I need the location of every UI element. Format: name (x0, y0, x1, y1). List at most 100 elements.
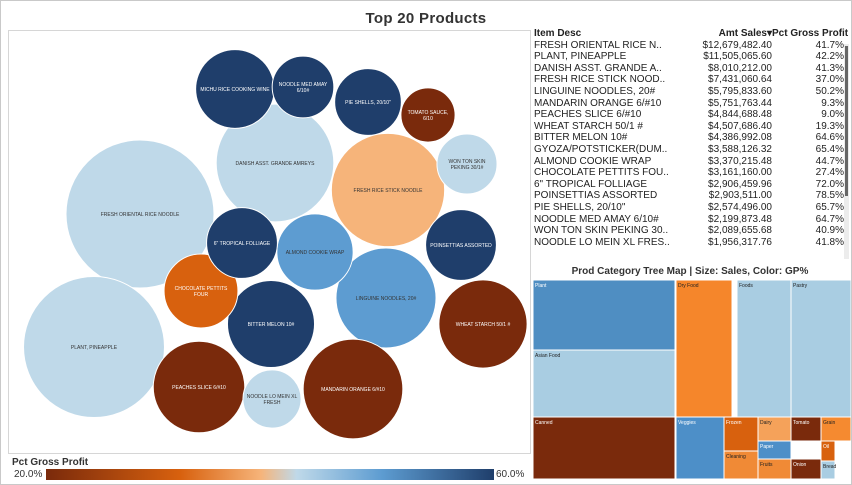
table-row[interactable]: 6" TROPICAL FOLLIAGE $2,906,459.96 72.0% (534, 179, 846, 191)
table-row[interactable]: NOODLE LO MEIN XL FRES.. $1,956,317.76 41.… (534, 237, 846, 249)
amt-sales-cell: $1,956,317.76 (708, 236, 772, 248)
treemap-tile[interactable] (736, 280, 792, 418)
treemap-tile[interactable] (675, 416, 725, 479)
treemap-label: Plant (535, 283, 547, 289)
table-row[interactable]: PEACHES SLICE 6/#10 $4,844,688.48 9.0% (534, 109, 846, 121)
bubble-mark[interactable] (400, 87, 456, 143)
treemap-label: Tomato (793, 420, 810, 426)
bubble-mark[interactable] (163, 253, 239, 329)
treemap-tile[interactable] (790, 280, 851, 418)
treemap-label: Veggies (678, 420, 696, 426)
bubble-mark[interactable] (215, 103, 335, 223)
treemap-tile[interactable] (820, 416, 851, 442)
table-row[interactable]: NOODLE MED AMAY 6/10# $2,199,873.48 64.7% (534, 214, 846, 226)
bubble-mark[interactable] (436, 133, 498, 195)
legend-min-label: 20.0% (14, 469, 43, 480)
pct-gp-cell: 27.4% (815, 167, 844, 179)
treemap-label: Paper (760, 444, 774, 450)
item-desc-cell: LINGUINE NOODLES, 20# (534, 85, 656, 97)
table-row[interactable]: PLANT, PINEAPPLE $11,505,065.60 42.2% (534, 51, 846, 63)
bubble-mark[interactable] (65, 139, 215, 289)
item-desc-cell: PIE SHELLS, 20/10" (534, 201, 626, 213)
table-row[interactable]: DANISH ASST. GRANDE A.. $8,010,212.00 41.3… (534, 63, 846, 75)
table-body: FRESH ORIENTAL RICE N.. $12,679,482.40 41.… (534, 40, 846, 249)
bubble-mark[interactable] (425, 209, 497, 281)
table-row[interactable]: WHEAT STARCH 50/1 # $4,507,686.40 19.3% (534, 121, 846, 133)
amt-sales-cell: $2,199,873.48 (708, 213, 772, 225)
bubble-label: 6" TROPICAL FOLLIAGE (214, 241, 271, 247)
bubble-mark[interactable] (334, 68, 402, 136)
bubble-mark[interactable] (226, 279, 316, 369)
table-row[interactable]: GYOZA/POTSTICKER(DUM.. $3,588,126.32 65.4% (534, 144, 846, 156)
treemap-label: Dairy (760, 420, 772, 426)
item-desc-cell: POINSETTIAS ASSORTED (534, 190, 658, 202)
treemap-tile[interactable] (757, 416, 792, 442)
bubble-mark[interactable] (302, 338, 404, 440)
bubble-label: DANISH ASST. GRANDE AMREYS (236, 161, 316, 167)
treemap-tile[interactable] (675, 280, 733, 418)
table-row[interactable]: ALMOND COOKIE WRAP $3,370,215.48 44.7% (534, 156, 846, 168)
bubble-mark[interactable] (330, 132, 446, 248)
table-row[interactable]: FRESH RICE STICK NOOD.. $7,431,060.64 37.0… (534, 74, 846, 86)
bubble-chart-panel: FRESH ORIENTAL RICE NOODLE PLANT, PINEAPP… (8, 30, 531, 454)
col-header-amt-sales[interactable]: Amt Sales▾ (718, 28, 772, 39)
bubble-mark[interactable] (335, 247, 437, 349)
bubble-label: WON TON SKIN PEKING 30/1# (448, 159, 485, 171)
table-scroll-thumb[interactable] (845, 46, 848, 196)
treemap-tile[interactable] (723, 450, 759, 479)
bubble-label: NOODLE MED AMAY 6/10# (279, 82, 328, 94)
bubble-label: BITTER MELON 10# (248, 322, 295, 328)
bubble-mark[interactable] (242, 369, 302, 429)
col-header-item-desc[interactable]: Item Desc (534, 28, 582, 39)
bubble-label: PEACHES SLICE 6/#10 (172, 385, 226, 391)
bubble-mark[interactable] (23, 276, 165, 418)
treemap-tile[interactable] (533, 416, 676, 479)
pct-gp-cell: 65.4% (815, 143, 844, 155)
amt-sales-cell: $7,431,060.64 (708, 74, 772, 86)
table-row[interactable]: WON TON SKIN PEKING 30.. $2,089,655.68 40.… (534, 225, 846, 237)
treemap-tile[interactable] (790, 458, 822, 479)
treemap-tile[interactable] (533, 349, 676, 418)
bubble-label: CHOCOLATE PETTITS FOUR (175, 286, 228, 298)
table-row[interactable]: BITTER MELON 10# $4,386,992.08 64.6% (534, 132, 846, 144)
amt-sales-cell: $3,161,160.00 (708, 167, 772, 179)
bubble-mark[interactable] (152, 340, 246, 434)
sort-icon[interactable]: ▾ (766, 28, 772, 39)
item-desc-cell: FRESH RICE STICK NOOD.. (534, 74, 666, 86)
table-row[interactable]: CHOCOLATE PETTITS FOU.. $3,161,160.00 27.4… (534, 167, 846, 179)
bubble-label: PLANT, PINEAPPLE (71, 345, 118, 351)
pct-gp-cell: 64.7% (815, 213, 844, 225)
table-row[interactable]: POINSETTIAS ASSORTED $2,903,511.00 78.5% (534, 190, 846, 202)
amt-sales-cell: $4,386,992.08 (708, 132, 772, 144)
bubble-mark[interactable] (438, 279, 528, 369)
pct-gp-cell: 65.7% (815, 201, 844, 213)
table-row[interactable]: FRESH ORIENTAL RICE N.. $12,679,482.40 41.… (534, 40, 846, 52)
pct-gp-cell: 37.0% (815, 74, 844, 86)
bubble-label: NOODLE LO MEIN XL FRESH (247, 394, 298, 406)
pct-gp-cell: 41.7% (815, 39, 844, 51)
pct-gp-cell: 42.2% (815, 51, 844, 63)
table-row[interactable]: PIE SHELLS, 20/10" $2,574,496.00 65.7% (534, 202, 846, 214)
bubble-label: ALMOND COOKIE WRAP (286, 250, 345, 256)
bubble-chart: FRESH ORIENTAL RICE NOODLE PLANT, PINEAPP… (23, 49, 528, 440)
table-row[interactable]: LINGUINE NOODLES, 20# $5,795,833.60 50.2% (534, 86, 846, 98)
table-row[interactable]: MANDARIN ORANGE 6/#10 $5,751,763.44 9.3% (534, 98, 846, 110)
item-desc-cell: PLANT, PINEAPPLE (534, 51, 627, 63)
amt-sales-cell: $2,903,511.00 (708, 190, 772, 202)
amt-sales-cell: $8,010,212.00 (708, 62, 772, 74)
item-desc-cell: NOODLE LO MEIN XL FRES.. (534, 236, 670, 248)
treemap-chart: Plant Asian Food Canned Dry Food Veggies Food… (533, 280, 851, 479)
treemap-label: Onion (793, 462, 807, 468)
bubble-mark[interactable] (276, 213, 354, 291)
treemap-tile[interactable] (723, 416, 759, 452)
treemap-label: Dry Food (678, 283, 699, 289)
col-header-pct-gross-profit[interactable]: Pct Gross Profit (772, 28, 849, 39)
treemap-tile[interactable] (533, 280, 676, 351)
item-desc-cell: PEACHES SLICE 6/#10 (534, 109, 642, 121)
item-desc-cell: ALMOND COOKIE WRAP (534, 155, 652, 167)
bubble-label: LINGUINE NOODLES, 20# (356, 296, 417, 302)
item-desc-cell: NOODLE MED AMAY 6/10# (534, 213, 659, 225)
bubble-mark[interactable] (206, 207, 278, 279)
bubble-mark[interactable] (271, 55, 335, 119)
bubble-label: TOMATO SAUCE, 6/10 (408, 110, 449, 122)
